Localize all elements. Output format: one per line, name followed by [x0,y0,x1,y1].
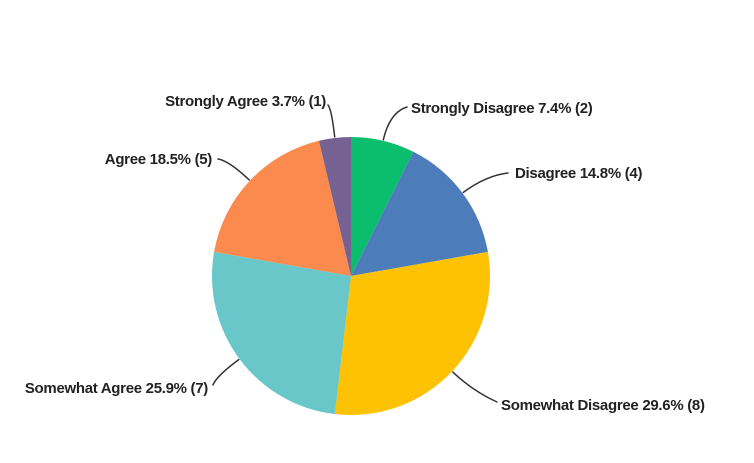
leader-line-somewhat-disagree [452,371,498,403]
pie-slice-somewhat-agree [211,251,351,415]
pie-slice-strongly-agree [318,137,351,276]
pie-slice-strongly-disagree [351,137,414,276]
pie-slice-agree [214,140,351,276]
pie-slice-somewhat-disagree [334,251,491,416]
leader-line-strongly-agree [327,104,336,138]
slice-label-strongly-agree: Strongly Agree 3.7% (1) [165,93,326,110]
leader-line-disagree [462,172,509,194]
pie-slice-disagree [351,151,488,276]
leader-line-agree [217,158,250,181]
leader-line-strongly-disagree [382,106,408,141]
leader-line-somewhat-agree [212,358,240,386]
slice-label-disagree: Disagree 14.8% (4) [515,165,643,182]
slice-label-somewhat-disagree: Somewhat Disagree 29.6% (8) [501,397,705,414]
slice-label-somewhat-agree: Somewhat Agree 25.9% (7) [24,380,208,397]
slice-label-agree: Agree 18.5% (5) [104,151,213,168]
slice-label-strongly-disagree: Strongly Disagree 7.4% (2) [411,100,593,117]
